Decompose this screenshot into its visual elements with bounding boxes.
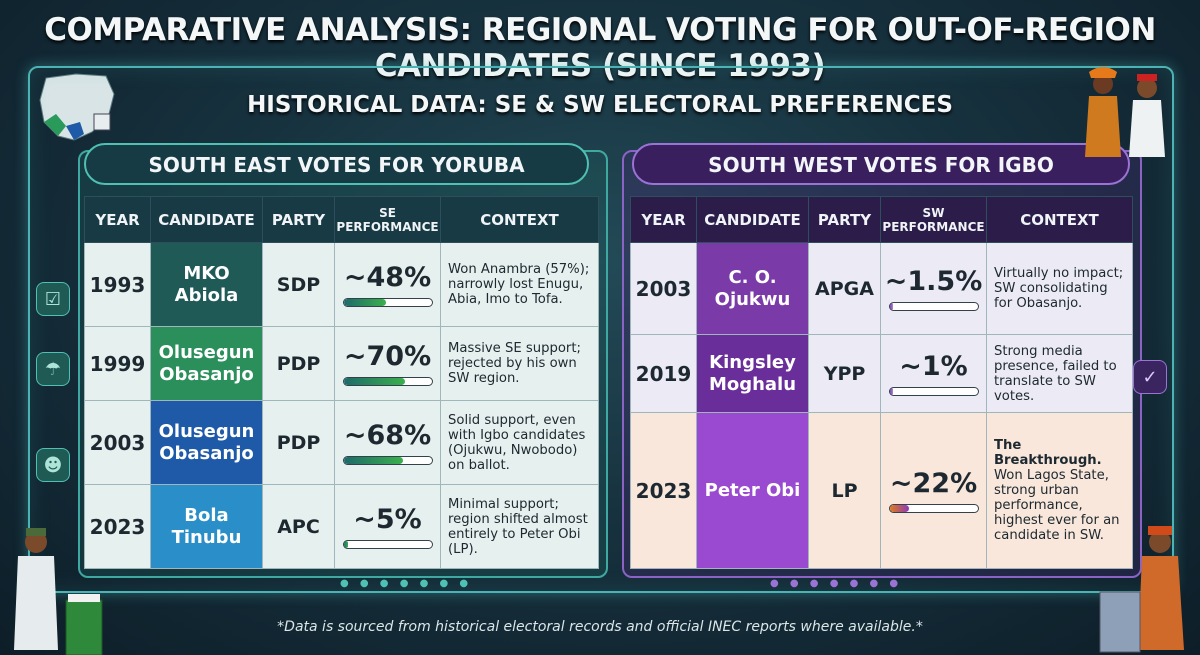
sw-performance-cell: ~1.5% (880, 242, 987, 335)
se-performance-value: ~48% (343, 262, 432, 293)
se-year-cell: 2003 (84, 400, 151, 485)
sw-col-context: CONTEXT (986, 196, 1133, 243)
umbrella-icon: ☂ (36, 352, 70, 386)
check-icon: ✓ (1133, 360, 1167, 394)
se-performance-cell: ~5% (334, 484, 441, 569)
sw-context-cell: The Breakthrough. Won Lagos State, stron… (986, 412, 1133, 569)
sw-row: 2003 C. O. Ojukwu APGA ~1.5% Virtually no im… (630, 242, 1133, 335)
voter-man-illustration (14, 528, 103, 655)
sw-row: 2019 Kingsley Moghalu YPP ~1% Strong media p… (630, 334, 1133, 413)
sw-performance-bar (888, 302, 979, 311)
se-context-text: Solid support, even with Igbo candidates… (448, 412, 586, 473)
se-candidate-cell: Olusegun Obasanjo (150, 326, 263, 401)
se-party-cell: PDP (262, 400, 335, 485)
se-row: 2023 Bola Tinubu APC ~5% Minimal support; re… (84, 484, 599, 569)
se-candidate-cell: Olusegun Obasanjo (150, 400, 263, 485)
sw-year-cell: 2003 (630, 242, 697, 335)
se-performance-value: ~5% (353, 504, 422, 535)
se-party-cell: APC (262, 484, 335, 569)
ballot-icon: ☑ (36, 282, 70, 316)
se-col-party: PARTY (262, 196, 335, 243)
sw-performance-bar-fill (889, 505, 909, 512)
sw-col-performance: SW PERFORMANCE (880, 196, 987, 243)
sw-performance-cell: ~1% (880, 334, 987, 413)
sw-context-cell: Strong media presence, failed to transla… (986, 334, 1133, 413)
se-col-performance: SE PERFORMANCE (334, 196, 441, 243)
sw-performance-value: ~22% (889, 468, 978, 499)
se-performance-bar-fill (343, 457, 404, 464)
se-col-context: CONTEXT (440, 196, 599, 243)
se-performance-bar (342, 456, 433, 465)
se-performance-cell: ~68% (334, 400, 441, 485)
footnote: *Data is sourced from historical elector… (277, 619, 923, 635)
nigeria-map-icon (39, 73, 115, 141)
subtitle: HISTORICAL DATA: SE & SW ELECTORAL PREFE… (247, 92, 953, 118)
divider-dots: ● ● ● ● ● ● ● (340, 578, 473, 589)
se-party-cell: PDP (262, 326, 335, 401)
sw-party-cell: YPP (808, 334, 881, 413)
se-context-cell: Won Anambra (57%); narrowly lost Enugu, … (440, 242, 599, 327)
sw-performance-value: ~1% (899, 351, 968, 382)
se-row: 2003 Olusegun Obasanjo PDP ~68% Solid suppor… (84, 400, 599, 485)
sw-performance-bar (888, 387, 979, 396)
se-context-cell: Solid support, even with Igbo candidates… (440, 400, 599, 485)
se-performance-value: ~68% (343, 420, 432, 451)
se-performance-bar-fill (343, 541, 348, 548)
sw-context-text: Won Lagos State, strong urban performanc… (994, 468, 1120, 543)
se-performance-cell: ~70% (334, 326, 441, 401)
sw-col-candidate: CANDIDATE (696, 196, 809, 243)
sw-performance-bar-fill (889, 303, 894, 310)
se-performance-bar-fill (343, 299, 386, 306)
sw-table: YEAR CANDIDATE PARTY SW PERFORMANCE CONTE… (630, 196, 1133, 569)
se-table: YEAR CANDIDATE PARTY SE PERFORMANCE CONTE… (84, 196, 599, 569)
sw-performance-cell: ~22% (880, 412, 987, 569)
se-year-cell: 1999 (84, 326, 151, 401)
sw-context-text: Virtually no impact; SW consolidating fo… (994, 266, 1124, 311)
se-context-text: Won Anambra (57%); narrowly lost Enugu, … (448, 262, 590, 307)
se-performance-bar (342, 540, 433, 549)
people-icon: ☻ (36, 448, 70, 482)
se-party-cell: SDP (262, 242, 335, 327)
se-performance-value: ~70% (343, 341, 432, 372)
sw-candidate-cell: C. O. Ojukwu (696, 242, 809, 335)
se-year-cell: 1993 (84, 242, 151, 327)
divider-dots: ● ● ● ● ● ● ● (770, 578, 903, 589)
sw-party-cell: APGA (808, 242, 881, 335)
se-context-cell: Massive SE support; rejected by his own … (440, 326, 599, 401)
sw-col-year: YEAR (630, 196, 697, 243)
se-performance-bar-fill (343, 378, 406, 385)
se-candidate-cell: MKO Abiola (150, 242, 263, 327)
se-row: 1993 MKO Abiola SDP ~48% Won Anambra (57%); … (84, 242, 599, 327)
sw-heading: SOUTH WEST VOTES FOR IGBO CANDIDATES (632, 143, 1130, 217)
sw-candidate-cell: Peter Obi (696, 412, 809, 569)
se-col-year: YEAR (84, 196, 151, 243)
sw-year-cell: 2023 (630, 412, 697, 569)
sw-context-text: Strong media presence, failed to transla… (994, 343, 1117, 404)
se-candidate-cell: Bola Tinubu (150, 484, 263, 569)
se-context-text: Minimal support; region shifted almost e… (448, 496, 588, 557)
sw-row: 2023 Peter Obi LP ~22% The Breakthrough. Won… (630, 412, 1133, 569)
sw-party-cell: LP (808, 412, 881, 569)
se-heading: SOUTH EAST VOTES FOR YORUBA CANDIDATES (84, 143, 589, 217)
voter-woman-illustration (1099, 526, 1184, 653)
se-row: 1999 Olusegun Obasanjo PDP ~70% Massive SE s… (84, 326, 599, 401)
sw-year-cell: 2019 (630, 334, 697, 413)
se-performance-bar (342, 298, 433, 307)
sw-performance-bar (888, 504, 979, 513)
voters-couple-illustration (1085, 67, 1165, 157)
sw-performance-bar-fill (889, 388, 894, 395)
se-performance-bar (342, 377, 433, 386)
sw-context-cell: Virtually no impact; SW consolidating fo… (986, 242, 1133, 335)
se-performance-cell: ~48% (334, 242, 441, 327)
main-frame (28, 66, 1174, 593)
sw-col-party: PARTY (808, 196, 881, 243)
se-col-candidate: CANDIDATE (150, 196, 263, 243)
se-context-text: Massive SE support; rejected by his own … (448, 341, 581, 386)
se-context-cell: Minimal support; region shifted almost e… (440, 484, 599, 569)
se-year-cell: 2023 (84, 484, 151, 569)
sw-context-highlight: The Breakthrough. (994, 438, 1102, 468)
sw-candidate-cell: Kingsley Moghalu (696, 334, 809, 413)
sw-performance-value: ~1.5% (884, 266, 983, 297)
